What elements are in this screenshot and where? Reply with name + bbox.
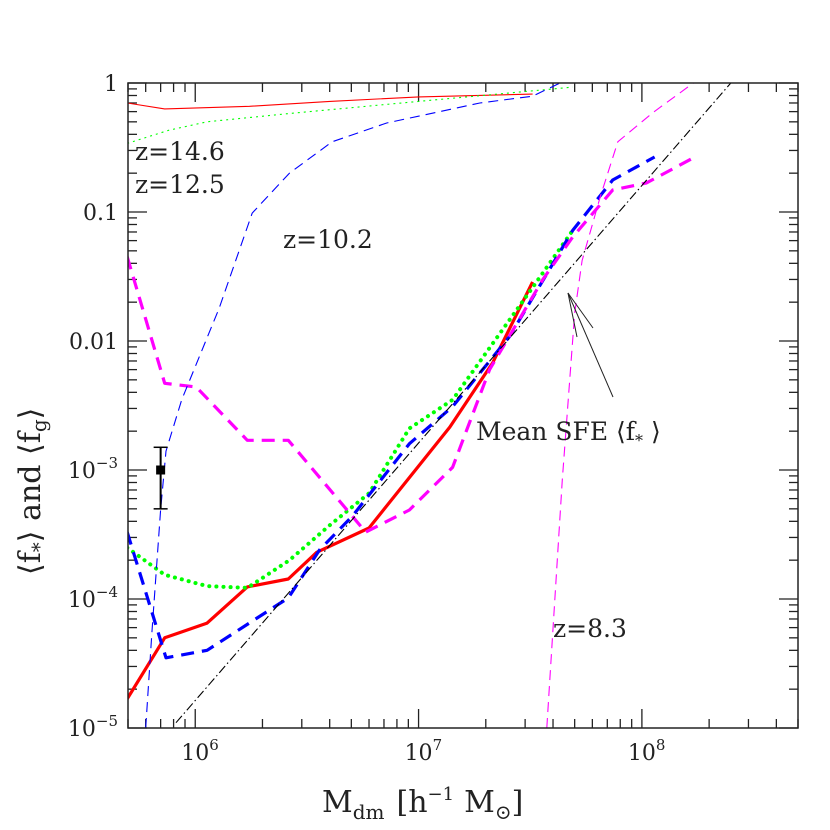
series-line-fstar-red — [128, 281, 535, 700]
data-point-group — [153, 446, 168, 510]
y-tick-label: 10−5 — [68, 712, 118, 742]
x-tick-label: 107 — [405, 736, 443, 766]
series-line-mean-sfe-fit — [175, 83, 732, 724]
label-z12-5: z=12.5 — [135, 170, 225, 199]
series-line-fstar-magenta — [128, 156, 695, 534]
label-z8-3: z=8.3 — [553, 614, 627, 643]
x-axis-label: Mdm [h−1 M⊙] — [322, 784, 523, 824]
label-mean-sfe: Mean SFE ⟨f* ⟩ — [476, 417, 661, 450]
xlabel-bracket: [ — [397, 785, 409, 820]
arrow-mean-sfe — [567, 292, 614, 398]
mean-sfe-close: ⟩ — [643, 417, 661, 446]
x-tick-label: 106 — [181, 736, 219, 766]
xlabel-msun-sub: ⊙ — [495, 800, 512, 824]
label-z14-6: z=14.6 — [135, 137, 225, 166]
xlabel-m: M — [322, 785, 353, 820]
data-point-marker — [156, 465, 166, 475]
series-line-fgas-red — [128, 93, 533, 110]
series-line-fgas-green — [128, 86, 573, 144]
ylabel-star-sub: * — [27, 542, 51, 552]
y-tick-label: 1 — [104, 72, 118, 97]
ylabel-fstar: ⟨f — [13, 550, 48, 575]
series-line-fgas-blue — [145, 83, 561, 728]
mean-sfe-text: Mean SFE ⟨f — [476, 417, 637, 446]
xlabel-msun: M — [464, 785, 495, 820]
series-line-fstar-green — [128, 228, 575, 590]
y-tick-label: 10−4 — [68, 583, 118, 613]
series-line-fgas-magenta — [546, 83, 694, 728]
xlabel-h: h — [408, 785, 427, 820]
series-line-fstar-blue — [128, 155, 656, 660]
plot-frame — [127, 82, 799, 729]
tick-labels: 106 107 108 1 0.1 0.01 10−3 10−4 10−5 — [68, 72, 666, 766]
x-tick-label: 108 — [628, 736, 666, 766]
mean-sfe-sub: * — [635, 431, 643, 450]
ylabel-fg: ⟨f — [13, 430, 48, 455]
series-group — [128, 83, 732, 728]
y-axis-label: ⟨f*⟩ and ⟨fg⟩ — [13, 408, 51, 575]
xlabel-sub: dm — [353, 800, 385, 824]
xlabel-bracket-close: ] — [512, 785, 524, 820]
y-tick-label: 0.01 — [69, 330, 118, 355]
axis-ticks — [127, 82, 799, 729]
label-z10-2: z=10.2 — [283, 225, 373, 254]
y-tick-label: 10−3 — [68, 454, 118, 484]
xlabel-hexp: −1 — [428, 784, 455, 805]
ylabel-and: and — [13, 455, 48, 530]
ylabel-close1: ⟩ — [13, 530, 48, 542]
y-tick-label: 0.1 — [83, 201, 118, 226]
ylabel-close2: ⟩ — [13, 408, 48, 420]
ylabel-g-sub: g — [27, 419, 51, 432]
